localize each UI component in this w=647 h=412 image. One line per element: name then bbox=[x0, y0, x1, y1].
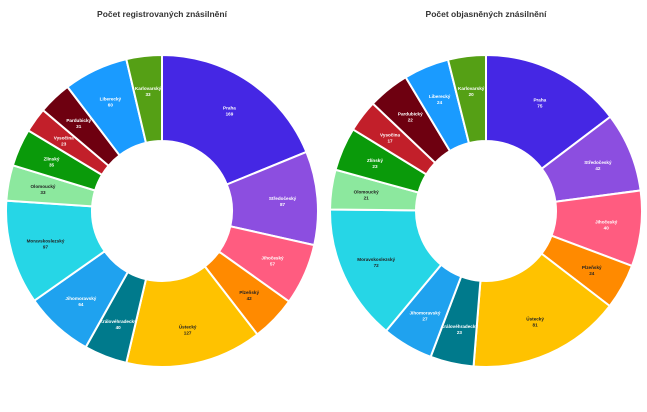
slice-value-karlovarsky: 20 bbox=[469, 92, 475, 97]
slice-label-jihocesky: Jihočeský bbox=[595, 220, 618, 225]
slice-value-pardubicky: 31 bbox=[76, 124, 82, 129]
slice-value-kralovehradecky: 23 bbox=[457, 330, 463, 335]
slice-label-moravskoslezsky: Moravskoslezský bbox=[27, 239, 65, 244]
slice-label-stredocesky: Středočeský bbox=[584, 160, 612, 165]
slice-label-ustecky: Ústecký bbox=[179, 323, 197, 329]
slice-value-olomoucky: 33 bbox=[40, 190, 46, 195]
slice-label-moravskoslezsky: Moravskoslezský bbox=[357, 257, 395, 262]
slice-label-pardubicky: Pardubický bbox=[66, 118, 91, 123]
slice-value-vysocina: 17 bbox=[387, 138, 393, 143]
slice-value-moravskoslezsky: 97 bbox=[43, 245, 49, 250]
slice-label-plzensky: Plzeňský bbox=[582, 265, 602, 270]
slice-label-praha: Praha bbox=[533, 98, 546, 103]
slice-value-jihomoravsky: 64 bbox=[78, 302, 84, 307]
slice-value-ustecky: 81 bbox=[533, 323, 539, 328]
slice-label-kralovehradecky: Královéhradecký bbox=[100, 319, 137, 324]
slice-value-stredocesky: 42 bbox=[595, 166, 601, 171]
slice-label-karlovarsky: Karlovarský bbox=[135, 86, 162, 91]
slice-value-vysocina: 23 bbox=[61, 141, 67, 146]
slice-value-jihocesky: 40 bbox=[604, 226, 610, 231]
slice-label-jihomoravsky: Jihomoravský bbox=[410, 310, 441, 315]
slice-value-zlinsky: 23 bbox=[372, 164, 378, 169]
slice-value-ustecky: 127 bbox=[184, 330, 192, 335]
slice-label-zlinsky: Zlínský bbox=[367, 158, 383, 163]
slice-label-olomoucky: Olomoucký bbox=[354, 189, 379, 194]
slice-value-stredocesky: 87 bbox=[280, 202, 286, 207]
slice-label-pardubicky: Pardubický bbox=[398, 112, 423, 117]
slice-value-praha: 75 bbox=[537, 104, 543, 109]
donut-slice-karlovarsky[interactable] bbox=[446, 53, 487, 145]
donut-slice-ustecky[interactable] bbox=[472, 252, 612, 368]
chart-title-solved: Počet objasněných znásilnění bbox=[426, 9, 548, 19]
slice-value-liberecky: 24 bbox=[437, 100, 443, 105]
slice-value-moravskoslezsky: 72 bbox=[374, 263, 380, 268]
slice-value-praha: 169 bbox=[226, 112, 234, 117]
slice-label-ustecky: Ústecký bbox=[526, 316, 544, 322]
slice-label-liberecky: Liberecký bbox=[100, 97, 122, 102]
slice-value-kralovehradecky: 40 bbox=[116, 325, 122, 330]
slice-label-stredocesky: Středočeský bbox=[269, 196, 297, 201]
slice-value-jihomoravsky: 27 bbox=[422, 316, 428, 321]
slice-label-karlovarsky: Karlovarský bbox=[458, 86, 485, 91]
slice-value-jihocesky: 57 bbox=[270, 261, 276, 266]
slice-label-liberecky: Liberecký bbox=[429, 94, 451, 99]
slice-value-pardubicky: 22 bbox=[408, 118, 414, 123]
donut-slice-moravskoslezsky[interactable] bbox=[329, 208, 443, 333]
slice-label-jihomoravsky: Jihomoravský bbox=[65, 296, 96, 301]
donut-slice-karlovarsky[interactable] bbox=[125, 53, 163, 145]
slice-label-praha: Praha bbox=[223, 106, 236, 111]
donut-slice-praha[interactable] bbox=[161, 53, 308, 186]
slice-label-olomoucky: Olomoucký bbox=[30, 184, 55, 189]
slice-value-liberecky: 60 bbox=[108, 103, 114, 108]
chart-title-registered: Počet registrovaných znásilnění bbox=[97, 9, 228, 19]
donut-slice-ustecky[interactable] bbox=[125, 264, 259, 368]
slice-label-jihocesky: Jihočeský bbox=[261, 255, 284, 260]
slice-label-vysocina: Vysočina bbox=[54, 135, 74, 140]
slice-value-karlovarsky: 33 bbox=[145, 92, 151, 97]
slice-value-olomoucky: 21 bbox=[364, 195, 370, 200]
slice-value-plzensky: 42 bbox=[247, 296, 253, 301]
slice-label-plzensky: Plzeňský bbox=[239, 290, 259, 295]
slice-label-vysocina: Vysočina bbox=[380, 132, 400, 137]
slice-value-plzensky: 24 bbox=[589, 271, 595, 276]
slice-value-zlinsky: 35 bbox=[49, 163, 55, 168]
slice-label-zlinsky: Zlínský bbox=[44, 157, 60, 162]
donut-solved: Praha75Středočeský42Jihočeský40Plzeňský2… bbox=[328, 53, 643, 368]
slice-label-kralovehradecky: Královéhradecký bbox=[441, 324, 478, 329]
